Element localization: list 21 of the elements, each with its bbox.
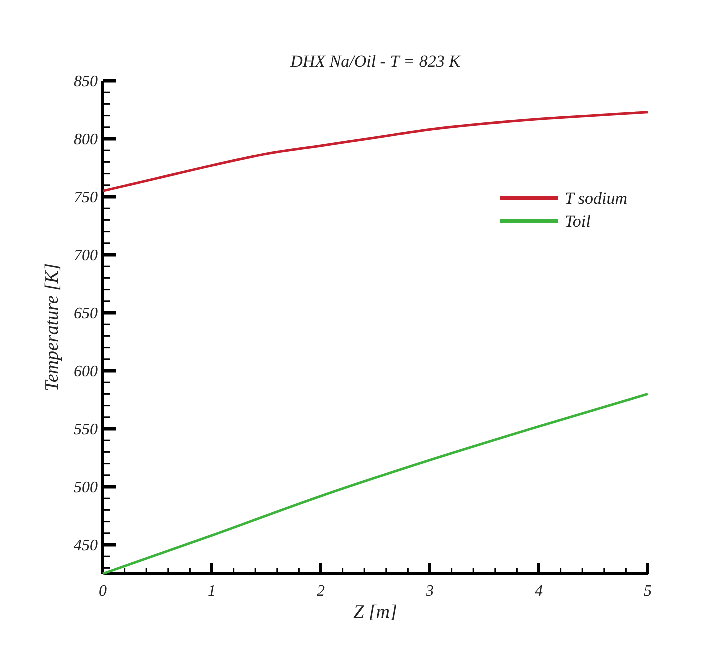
x-axis-title: Z [m]: [354, 602, 398, 623]
x-tick-label: 0: [99, 583, 107, 600]
y-tick-label: 750: [74, 190, 98, 207]
y-tick-label: 450: [74, 538, 98, 555]
y-tick-label: 500: [74, 480, 98, 497]
y-axis-title: Temperature [K]: [42, 264, 63, 392]
y-tick-label: 650: [74, 306, 98, 323]
chart-title: DHX Na/Oil - T = 823 K: [290, 52, 462, 71]
x-tick-label: 1: [208, 583, 216, 600]
x-tick-label: 3: [425, 583, 434, 600]
y-tick-label: 850: [74, 74, 98, 91]
x-tick-label: 2: [317, 583, 325, 600]
legend-label: T sodium: [565, 188, 628, 208]
x-tick-label: 4: [535, 583, 543, 600]
y-tick-label: 600: [74, 364, 98, 381]
y-tick-label: 800: [74, 132, 98, 149]
x-tick-label: 5: [644, 583, 652, 600]
line-series: [102, 111, 650, 192]
legend-label: Toil: [565, 212, 592, 231]
y-tick-label: 700: [74, 248, 98, 265]
y-tick-label: 550: [74, 422, 98, 439]
